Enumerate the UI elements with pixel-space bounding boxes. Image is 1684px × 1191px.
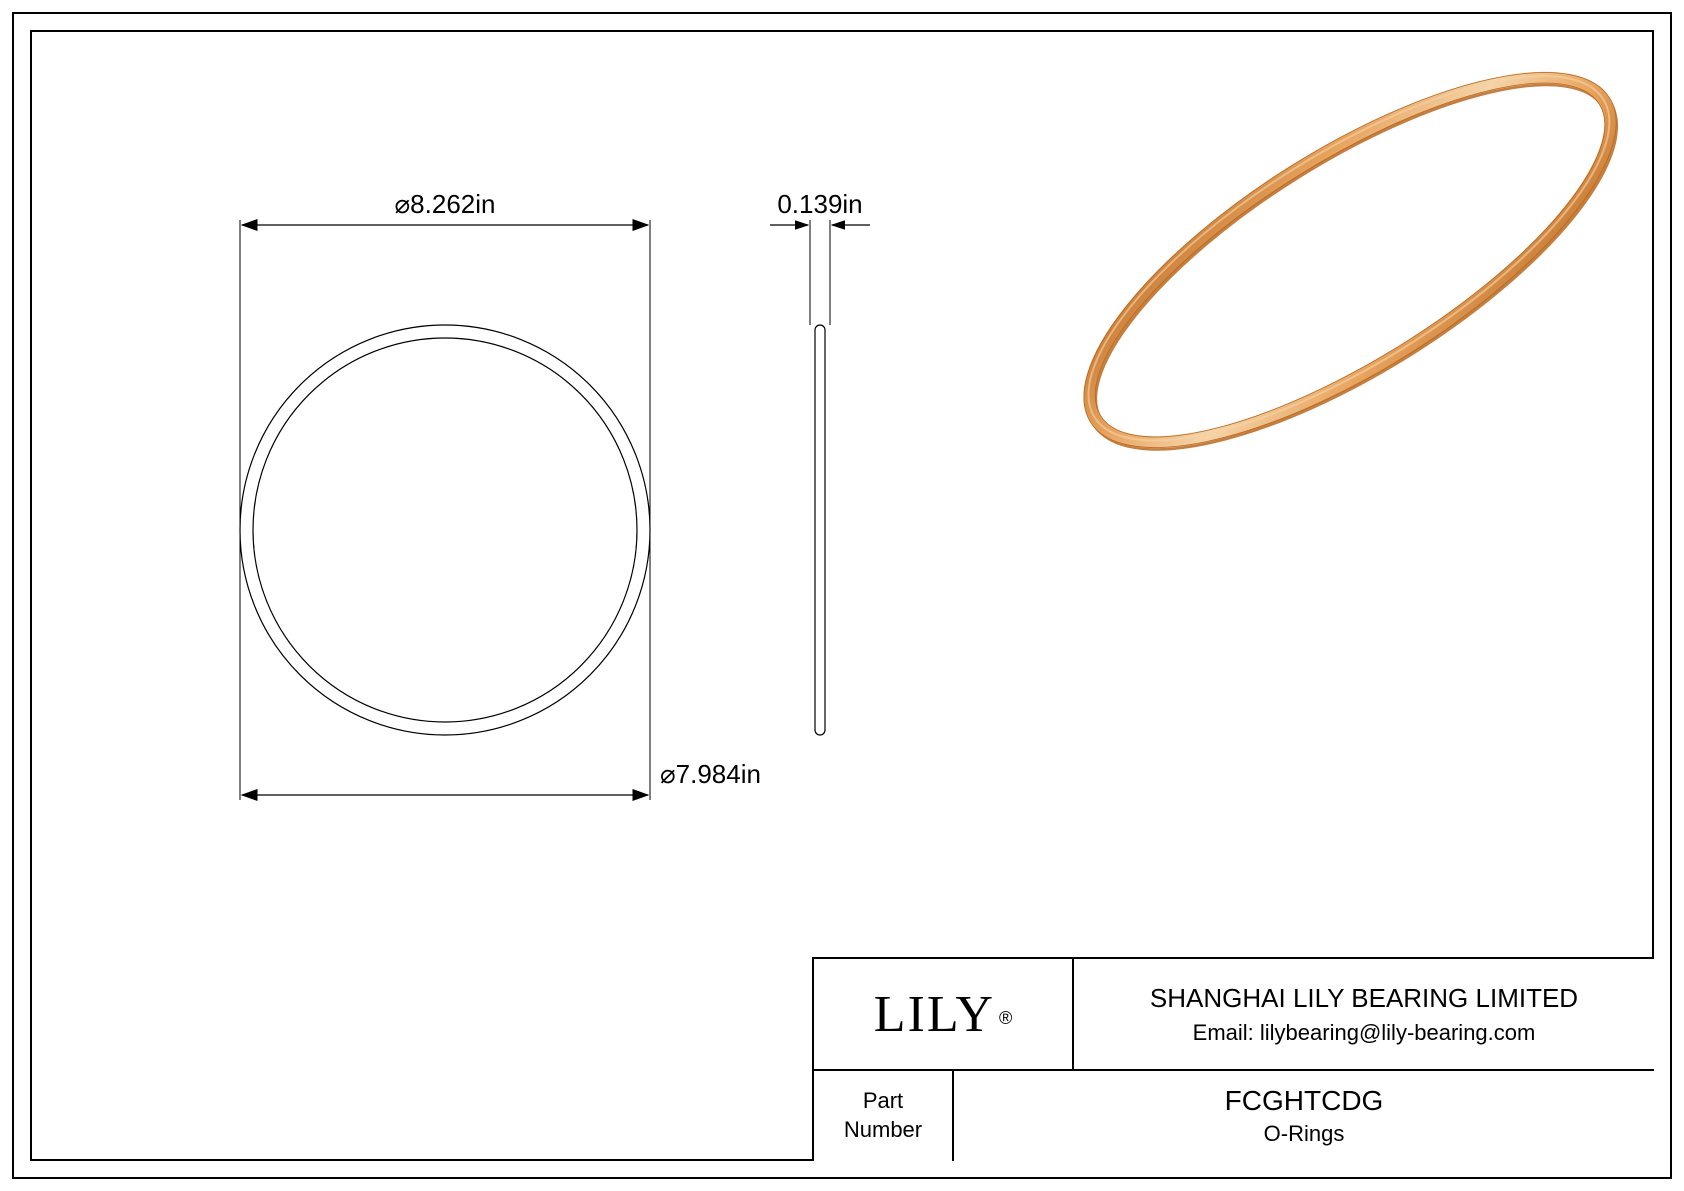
logo-cell: LILY® bbox=[814, 959, 1074, 1069]
part-number: FCGHTCDG bbox=[1225, 1085, 1384, 1117]
part-label: Part Number bbox=[844, 1087, 922, 1144]
part-label-line1: Part bbox=[863, 1088, 903, 1113]
title-row-company: LILY® SHANGHAI LILY BEARING LIMITED Emai… bbox=[814, 959, 1654, 1071]
company-cell: SHANGHAI LILY BEARING LIMITED Email: lil… bbox=[1074, 959, 1654, 1069]
title-block: LILY® SHANGHAI LILY BEARING LIMITED Emai… bbox=[812, 957, 1654, 1161]
part-type: O-Rings bbox=[1264, 1121, 1345, 1147]
svg-text:⌀7.984in: ⌀7.984in bbox=[660, 759, 761, 789]
company-name: SHANGHAI LILY BEARING LIMITED bbox=[1150, 983, 1578, 1014]
title-row-part: Part Number FCGHTCDG O-Rings bbox=[814, 1071, 1654, 1161]
part-value-cell: FCGHTCDG O-Rings bbox=[954, 1071, 1654, 1161]
registered-icon: ® bbox=[999, 1008, 1012, 1028]
svg-text:0.139in: 0.139in bbox=[777, 189, 862, 219]
logo-text: LILY bbox=[874, 986, 995, 1043]
side-view: 0.139in bbox=[770, 189, 870, 735]
company-email: Email: lilybearing@lily-bearing.com bbox=[1193, 1020, 1536, 1046]
logo: LILY® bbox=[874, 985, 1012, 1044]
part-label-cell: Part Number bbox=[814, 1071, 954, 1161]
svg-text:⌀8.262in: ⌀8.262in bbox=[395, 189, 496, 219]
part-label-line2: Number bbox=[844, 1117, 922, 1142]
isometric-view bbox=[1032, 30, 1654, 516]
front-view: ⌀8.262in ⌀7.984in bbox=[240, 189, 761, 800]
